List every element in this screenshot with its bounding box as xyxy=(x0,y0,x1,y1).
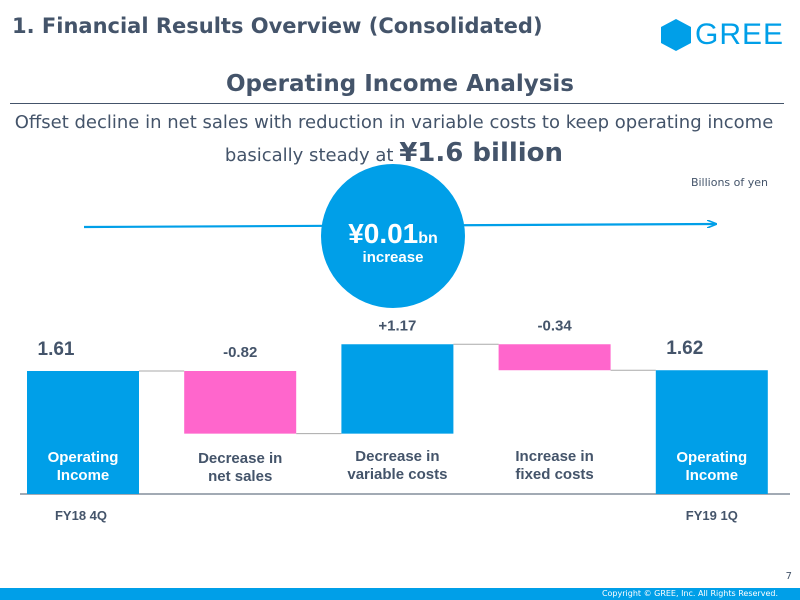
value-label-4: 1.62 xyxy=(666,338,703,359)
logo-text: GREE xyxy=(695,18,785,51)
bar-3 xyxy=(498,344,611,371)
change-badge-circle xyxy=(321,164,465,308)
category-label-3-line-1: Increase in xyxy=(515,448,593,465)
change-badge-label: increase xyxy=(363,249,424,266)
category-label-3-line-2: fixed costs xyxy=(515,466,593,483)
category-label-2-line-1: Decrease in xyxy=(355,448,439,465)
main-title: Operating Income Analysis xyxy=(226,71,574,97)
value-label-0: 1.61 xyxy=(38,339,75,360)
value-label-2: +1.17 xyxy=(378,317,416,334)
change-badge-amount: ¥0.01 xyxy=(348,218,418,249)
period-label-4: FY19 1Q xyxy=(686,508,738,523)
page-number: 7 xyxy=(785,571,792,582)
footer-bar xyxy=(0,588,800,600)
subtitle-highlight: ¥1.6 billion xyxy=(399,138,564,168)
category-label-4-line-1: Operating xyxy=(676,449,747,466)
period-label-0: FY18 4Q xyxy=(55,508,107,523)
section-title: 1. Financial Results Overview (Consolida… xyxy=(12,14,543,38)
units-label: Billions of yen xyxy=(690,176,768,189)
category-label-0-line-1: Operating xyxy=(48,449,119,466)
bar-4 xyxy=(655,370,768,494)
bar-2 xyxy=(341,344,454,434)
subtitle-line-2: basically steady at ¥1.6 billion xyxy=(0,138,788,171)
category-label-2-line-2: variable costs xyxy=(347,466,447,483)
bar-0 xyxy=(27,370,139,494)
gree-logo: GREE xyxy=(661,19,784,51)
bar-1 xyxy=(184,370,297,434)
category-label-1-line-1: Decrease in xyxy=(198,450,282,467)
category-label-0-line-2: Income xyxy=(57,467,110,484)
copyright-text: Copyright © GREE, Inc. All Rights Reserv… xyxy=(601,589,778,598)
hexagon-logo-icon xyxy=(661,19,691,51)
title-divider xyxy=(10,103,784,104)
subtitle: Offset decline in net sales with reducti… xyxy=(0,108,788,171)
value-label-3: -0.34 xyxy=(537,317,572,334)
change-badge-unit: bn xyxy=(418,230,438,247)
category-label-1-line-2: net sales xyxy=(208,468,272,485)
value-label-1: -0.82 xyxy=(223,344,257,361)
subtitle-line-1: Offset decline in net sales with reducti… xyxy=(14,112,774,133)
subtitle-prefix: basically steady at xyxy=(224,145,400,166)
category-label-4-line-2: Income xyxy=(686,467,739,484)
change-badge-value: ¥0.01bn xyxy=(348,218,438,249)
